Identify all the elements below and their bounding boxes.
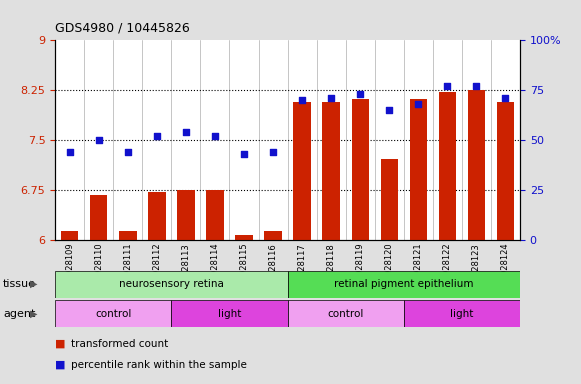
Point bbox=[268, 149, 278, 155]
Bar bbox=[171, 300, 288, 327]
Text: ▶: ▶ bbox=[30, 309, 38, 319]
Point bbox=[356, 91, 365, 97]
Bar bbox=[177, 190, 195, 240]
Text: percentile rank within the sample: percentile rank within the sample bbox=[71, 360, 248, 370]
Text: retinal pigment epithelium: retinal pigment epithelium bbox=[334, 279, 474, 289]
Point bbox=[327, 95, 336, 101]
Text: transformed count: transformed count bbox=[71, 339, 168, 349]
Bar bbox=[55, 271, 288, 298]
Point bbox=[501, 95, 510, 101]
Text: agent: agent bbox=[3, 309, 35, 319]
Point bbox=[210, 133, 220, 139]
Point bbox=[181, 129, 191, 135]
Text: control: control bbox=[95, 309, 131, 319]
Bar bbox=[288, 300, 404, 327]
Point bbox=[239, 151, 249, 157]
Text: light: light bbox=[218, 309, 241, 319]
Bar bbox=[206, 190, 224, 240]
Text: tissue: tissue bbox=[3, 279, 36, 289]
Bar bbox=[439, 92, 456, 240]
Point bbox=[123, 149, 132, 155]
Point bbox=[94, 137, 103, 143]
Point bbox=[297, 97, 307, 103]
Text: light: light bbox=[450, 309, 474, 319]
Text: ■: ■ bbox=[55, 360, 66, 370]
Point bbox=[414, 101, 423, 107]
Bar bbox=[468, 90, 485, 240]
Text: neurosensory retina: neurosensory retina bbox=[119, 279, 224, 289]
Point bbox=[443, 83, 452, 89]
Point bbox=[152, 133, 162, 139]
Text: ▶: ▶ bbox=[30, 279, 38, 289]
Bar bbox=[119, 231, 137, 240]
Bar bbox=[352, 99, 369, 240]
Bar bbox=[90, 195, 107, 240]
Text: GDS4980 / 10445826: GDS4980 / 10445826 bbox=[55, 21, 190, 34]
Bar bbox=[264, 231, 282, 240]
Bar bbox=[322, 101, 340, 240]
Point bbox=[472, 83, 481, 89]
Bar bbox=[404, 300, 520, 327]
Bar bbox=[410, 99, 427, 240]
Point bbox=[65, 149, 74, 155]
Bar bbox=[381, 159, 398, 240]
Bar bbox=[55, 300, 171, 327]
Bar bbox=[61, 231, 78, 240]
Bar bbox=[497, 102, 514, 240]
Bar bbox=[148, 192, 166, 240]
Bar bbox=[235, 235, 253, 240]
Bar bbox=[288, 271, 520, 298]
Bar bbox=[293, 102, 311, 240]
Text: control: control bbox=[328, 309, 364, 319]
Text: ■: ■ bbox=[55, 339, 66, 349]
Point bbox=[385, 107, 394, 113]
